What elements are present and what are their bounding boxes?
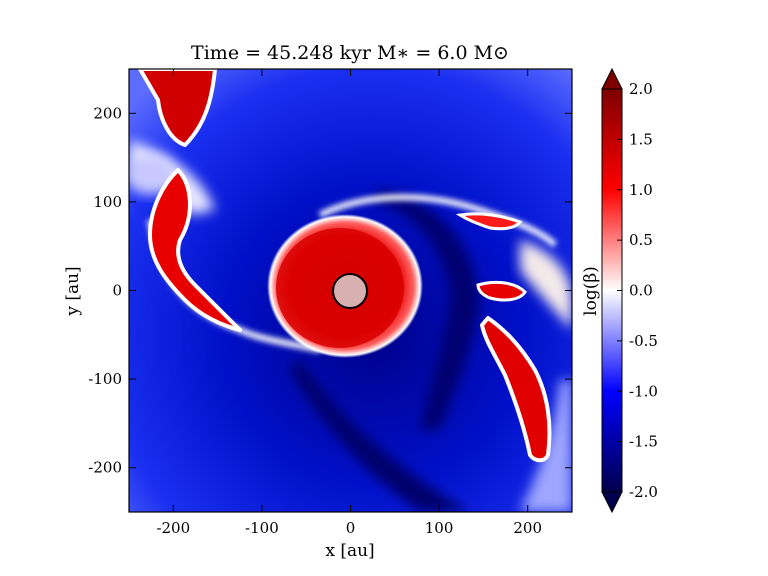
colorbar-label: log(β) <box>581 266 601 316</box>
spiral-arm-right <box>480 316 552 463</box>
colorbar-tick-label: 0.0 <box>629 282 653 300</box>
colorbar-tick-label: 2.0 <box>629 80 653 98</box>
y-tick-label: -200 <box>88 459 122 477</box>
colorbar: 2.0 1.5 1.0 0.5 0.0 -0.5 -1.0 -1.5 -2.0 log(β) <box>581 67 658 514</box>
colorbar-tick-label: 1.5 <box>629 130 653 148</box>
colorbar-tick-label: -0.5 <box>629 332 658 350</box>
spiral-rim-top <box>318 194 558 248</box>
heatmap-field <box>129 69 572 512</box>
colorbar-tick-label: 1.0 <box>629 181 653 199</box>
colorbar-tick-label: -1.0 <box>629 382 658 400</box>
colorbar-ticks: 2.0 1.5 1.0 0.5 0.0 -0.5 -1.0 -1.5 -2.0 <box>617 80 658 501</box>
x-tick-label: -100 <box>245 519 279 537</box>
dark-lane-upper <box>370 190 480 430</box>
x-axis: -200 -100 0 100 200 <box>156 69 542 537</box>
sink-particle <box>332 273 368 309</box>
y-axis: -200 -100 0 100 200 <box>88 104 572 477</box>
dark-lane-lower <box>290 360 470 512</box>
colorbar-extend-top <box>601 67 623 90</box>
colorbar-tick-label: -1.5 <box>629 433 658 451</box>
light-region-lower-right <box>520 380 572 512</box>
colorbar-tick-label: 0.5 <box>629 231 653 249</box>
y-tick-label: 200 <box>93 104 122 122</box>
y-tick-label: 0 <box>112 282 122 300</box>
x-tick-label: 0 <box>346 519 356 537</box>
chart-title: Time = 45.248 kyr M∗ = 6.0 M⊙ <box>191 42 509 64</box>
x-tick-label: 200 <box>513 519 542 537</box>
colorbar-tick-label: -2.0 <box>629 483 658 501</box>
spiral-arm-left <box>148 168 242 332</box>
spiral-arm-upper-right <box>455 212 523 231</box>
spiral-arm-top-left <box>138 69 217 147</box>
colorbar-extend-bottom <box>601 491 623 514</box>
light-region-right <box>520 240 572 330</box>
x-axis-label: x [au] <box>325 541 374 561</box>
y-axis-label: y [au] <box>63 266 83 316</box>
x-tick-label: -200 <box>156 519 190 537</box>
spiral-arm-right-fragment <box>476 280 527 302</box>
x-tick-label: 100 <box>425 519 454 537</box>
y-tick-label: -100 <box>88 370 122 388</box>
y-tick-label: 100 <box>93 193 122 211</box>
